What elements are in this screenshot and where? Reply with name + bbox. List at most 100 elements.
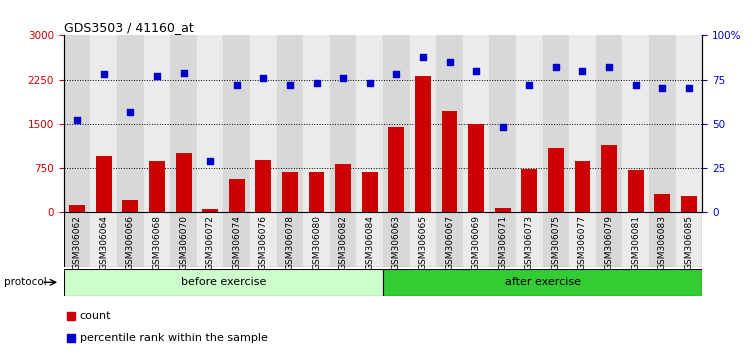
Text: GSM306077: GSM306077: [578, 215, 587, 270]
Bar: [202, 210, 218, 212]
Bar: [282, 172, 298, 212]
Bar: [521, 169, 537, 212]
Bar: [229, 179, 245, 212]
Text: GSM306069: GSM306069: [472, 215, 481, 270]
Bar: [362, 172, 378, 212]
Text: GSM306078: GSM306078: [285, 215, 294, 270]
Bar: [654, 194, 671, 212]
Text: after exercise: after exercise: [505, 277, 581, 287]
Point: [391, 72, 403, 77]
Text: GSM306075: GSM306075: [551, 215, 560, 270]
Text: GSM306065: GSM306065: [418, 215, 427, 270]
Bar: [649, 212, 676, 267]
Bar: [170, 212, 197, 267]
Bar: [575, 161, 590, 212]
Bar: [676, 35, 702, 212]
Bar: [335, 164, 351, 212]
Text: before exercise: before exercise: [181, 277, 266, 287]
Bar: [442, 111, 457, 212]
Bar: [569, 35, 596, 212]
Point: [125, 109, 137, 114]
Text: GSM306084: GSM306084: [365, 215, 374, 270]
Bar: [383, 212, 409, 267]
Bar: [176, 153, 192, 212]
Bar: [383, 269, 702, 296]
Point: [98, 72, 110, 77]
Point: [71, 118, 83, 123]
Bar: [276, 212, 303, 267]
Bar: [69, 205, 85, 212]
Bar: [117, 35, 143, 212]
Bar: [388, 127, 404, 212]
Bar: [463, 35, 490, 212]
Bar: [90, 212, 117, 267]
Point: [177, 70, 189, 75]
Bar: [628, 170, 644, 212]
Text: GSM306066: GSM306066: [126, 215, 135, 270]
Point: [310, 80, 322, 86]
Bar: [490, 35, 516, 212]
Text: GSM306079: GSM306079: [605, 215, 614, 270]
Point: [496, 125, 508, 130]
Text: GSM306070: GSM306070: [179, 215, 188, 270]
Text: GDS3503 / 41160_at: GDS3503 / 41160_at: [64, 21, 194, 34]
Bar: [516, 35, 543, 212]
Point: [444, 59, 456, 65]
Text: protocol: protocol: [4, 277, 47, 287]
Text: GSM306074: GSM306074: [232, 215, 241, 270]
Bar: [143, 35, 170, 212]
Bar: [490, 212, 516, 267]
Point: [629, 82, 641, 88]
Bar: [250, 212, 276, 267]
Point: [337, 75, 349, 81]
Bar: [90, 35, 117, 212]
Point: [65, 335, 77, 341]
Bar: [623, 35, 649, 212]
Text: GSM306067: GSM306067: [445, 215, 454, 270]
Point: [284, 82, 296, 88]
Bar: [516, 212, 543, 267]
Text: GSM306063: GSM306063: [392, 215, 401, 270]
Bar: [64, 212, 90, 267]
Bar: [495, 208, 511, 212]
Bar: [548, 148, 564, 212]
Point: [151, 73, 163, 79]
Point: [65, 314, 77, 319]
Bar: [543, 212, 569, 267]
Point: [523, 82, 535, 88]
Bar: [64, 35, 90, 212]
Bar: [122, 200, 138, 212]
Point: [656, 86, 668, 91]
Bar: [415, 75, 431, 212]
Text: GSM306080: GSM306080: [312, 215, 321, 270]
Point: [363, 80, 376, 86]
Text: GSM306062: GSM306062: [73, 215, 82, 270]
Text: GSM306076: GSM306076: [259, 215, 268, 270]
Bar: [303, 212, 330, 267]
Point: [577, 68, 589, 74]
Bar: [143, 212, 170, 267]
Bar: [383, 35, 409, 212]
Text: GSM306082: GSM306082: [339, 215, 348, 270]
Bar: [681, 196, 697, 212]
Text: GSM306083: GSM306083: [658, 215, 667, 270]
Text: GSM306072: GSM306072: [206, 215, 215, 270]
Text: GSM306073: GSM306073: [525, 215, 534, 270]
Point: [204, 158, 216, 164]
Bar: [623, 212, 649, 267]
Bar: [224, 35, 250, 212]
Point: [603, 64, 615, 70]
Bar: [309, 172, 324, 212]
Bar: [224, 212, 250, 267]
Bar: [409, 212, 436, 267]
Bar: [601, 144, 617, 212]
Bar: [596, 35, 623, 212]
Bar: [357, 35, 383, 212]
Bar: [436, 212, 463, 267]
Bar: [468, 125, 484, 212]
Text: percentile rank within the sample: percentile rank within the sample: [80, 332, 267, 343]
Bar: [596, 212, 623, 267]
Bar: [170, 35, 197, 212]
Bar: [569, 212, 596, 267]
Bar: [276, 35, 303, 212]
